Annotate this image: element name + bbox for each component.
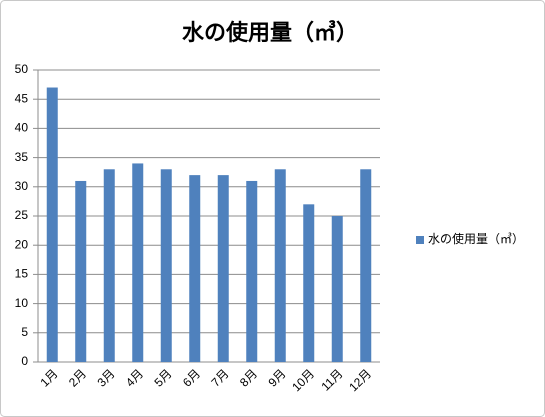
bar — [217, 175, 229, 362]
bar — [189, 175, 201, 362]
y-tick-label: 30 — [15, 179, 29, 193]
y-tick-label: 5 — [21, 325, 28, 339]
bar — [360, 169, 372, 362]
y-tick-label: 20 — [15, 237, 29, 251]
bar — [331, 216, 343, 362]
y-tick-label: 15 — [15, 267, 29, 281]
bar — [46, 87, 58, 363]
legend-swatch — [416, 236, 424, 244]
bar — [103, 169, 115, 362]
y-tick-label: 25 — [15, 208, 29, 222]
bar — [132, 163, 144, 362]
y-tick-label: 50 — [15, 62, 29, 76]
chart-title: 水の使用量（㎥） — [182, 20, 358, 45]
y-tick-label: 45 — [15, 91, 29, 105]
bar — [75, 180, 87, 362]
y-tick-label: 40 — [15, 121, 29, 135]
bar — [303, 204, 315, 362]
bar — [246, 180, 258, 362]
legend-label: 水の使用量（㎥） — [428, 231, 524, 246]
y-tick-label: 0 — [21, 354, 28, 368]
y-tick-label: 10 — [15, 296, 29, 310]
y-tick-label: 35 — [15, 150, 29, 164]
bar — [274, 169, 286, 362]
bar — [160, 169, 172, 362]
